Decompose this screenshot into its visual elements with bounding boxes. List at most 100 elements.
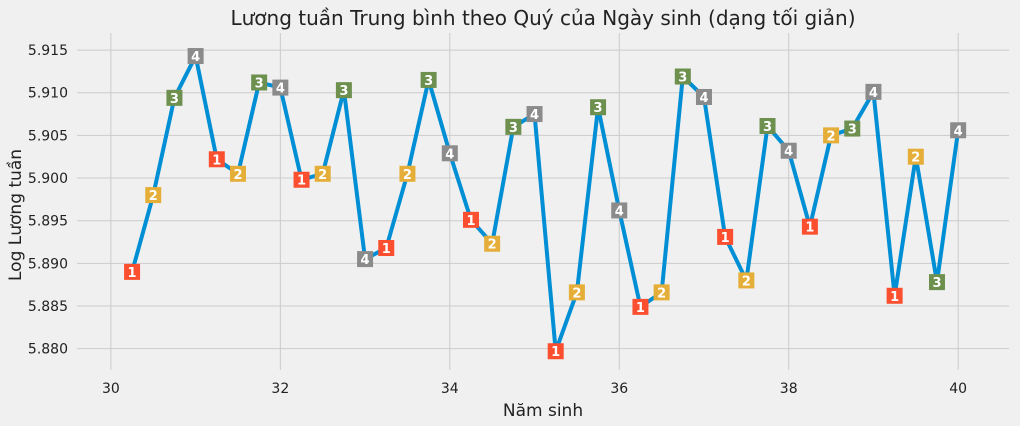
data-point-marker bbox=[653, 284, 670, 301]
data-point-q4: 4 bbox=[441, 145, 458, 162]
y-tick-label: 5.895 bbox=[28, 214, 68, 230]
data-point-q3: 3 bbox=[590, 99, 607, 116]
data-point-label: 4 bbox=[445, 147, 454, 162]
data-point-marker bbox=[293, 171, 310, 188]
data-point-label: 3 bbox=[763, 120, 772, 135]
data-point-q2: 2 bbox=[823, 127, 840, 144]
x-tick-label: 30 bbox=[102, 381, 120, 397]
data-point-label: 4 bbox=[699, 91, 708, 106]
data-point-label: 2 bbox=[742, 274, 751, 289]
data-point-q3: 3 bbox=[166, 89, 183, 107]
data-point-label: 1 bbox=[297, 174, 306, 189]
data-point-label: 2 bbox=[572, 286, 581, 301]
data-point-q1: 1 bbox=[632, 298, 649, 316]
data-point-q2: 2 bbox=[653, 284, 670, 301]
data-point-q3: 3 bbox=[335, 82, 352, 99]
data-point-q2: 2 bbox=[229, 165, 246, 183]
data-point-label: 3 bbox=[678, 71, 687, 86]
data-point-marker bbox=[738, 272, 755, 289]
data-point-marker bbox=[928, 274, 945, 291]
data-point-q3: 3 bbox=[251, 74, 268, 91]
data-point-label: 3 bbox=[170, 92, 179, 107]
data-point-label: 4 bbox=[784, 145, 793, 160]
data-point-marker bbox=[441, 145, 458, 162]
data-point-label: 1 bbox=[551, 345, 560, 360]
data-point-label: 1 bbox=[636, 301, 645, 316]
data-point-marker bbox=[272, 79, 289, 96]
data-point-marker bbox=[145, 187, 162, 204]
data-point-marker bbox=[208, 151, 225, 168]
data-point-marker bbox=[251, 74, 268, 91]
data-point-marker bbox=[823, 127, 840, 144]
data-point-marker bbox=[695, 88, 712, 105]
data-point-marker bbox=[187, 48, 204, 65]
y-tick-label: 5.905 bbox=[28, 128, 68, 144]
data-point-marker bbox=[568, 284, 585, 301]
x-tick-label: 40 bbox=[949, 381, 967, 397]
data-point-q2: 2 bbox=[314, 165, 331, 183]
data-point-q2: 2 bbox=[484, 235, 501, 253]
x-tick-label: 38 bbox=[780, 381, 798, 397]
data-point-label: 1 bbox=[466, 214, 475, 229]
data-point-q4: 4 bbox=[950, 122, 967, 139]
data-point-q2: 2 bbox=[738, 272, 755, 289]
data-point-label: 2 bbox=[488, 238, 497, 253]
data-point-label: 3 bbox=[594, 101, 603, 116]
y-axis-label: Log Lương tuần bbox=[5, 149, 26, 281]
data-point-marker bbox=[505, 118, 522, 135]
data-point-marker bbox=[759, 117, 776, 134]
data-point-q4: 4 bbox=[611, 202, 628, 219]
data-point-marker bbox=[314, 165, 331, 182]
data-point-label: 1 bbox=[382, 242, 391, 257]
data-point-label: 2 bbox=[149, 189, 158, 204]
data-point-label: 2 bbox=[911, 151, 920, 166]
data-point-label: 1 bbox=[128, 266, 137, 281]
data-point-q3: 3 bbox=[844, 120, 861, 138]
data-point-q3: 3 bbox=[505, 118, 522, 136]
data-point-marker bbox=[950, 122, 967, 139]
data-point-marker bbox=[590, 99, 607, 116]
data-point-marker bbox=[526, 106, 543, 123]
data-point-label: 2 bbox=[657, 286, 666, 301]
data-point-q1: 1 bbox=[378, 239, 395, 257]
data-point-marker bbox=[357, 251, 374, 268]
data-point-label: 2 bbox=[233, 168, 242, 183]
data-point-marker bbox=[335, 82, 352, 99]
data-point-marker bbox=[611, 202, 628, 219]
series-line bbox=[130, 54, 961, 354]
data-point-label: 3 bbox=[932, 276, 941, 291]
data-point-marker bbox=[399, 165, 416, 182]
data-point-marker bbox=[378, 239, 395, 256]
data-point-marker bbox=[886, 287, 903, 304]
x-tick-label: 32 bbox=[271, 381, 289, 397]
data-point-marker bbox=[632, 298, 649, 315]
data-point-label: 1 bbox=[805, 221, 814, 236]
data-point-q2: 2 bbox=[399, 165, 416, 183]
data-point-marker bbox=[844, 120, 861, 137]
chart-title: Lương tuần Trung bình theo Quý của Ngày … bbox=[230, 6, 855, 30]
data-point-label: 3 bbox=[424, 74, 433, 89]
y-tick-label: 5.880 bbox=[28, 342, 68, 358]
data-point-label: 1 bbox=[212, 153, 221, 168]
data-point-marker bbox=[420, 71, 437, 88]
x-tick-labels: 30 32 34 36 38 40 bbox=[102, 381, 967, 397]
data-point-marker bbox=[484, 235, 501, 252]
data-point-label: 4 bbox=[191, 50, 200, 65]
data-point-q1: 1 bbox=[801, 218, 818, 236]
y-tick-label: 5.885 bbox=[28, 299, 68, 315]
data-point-marker bbox=[124, 263, 141, 280]
data-point-label: 4 bbox=[276, 82, 285, 97]
data-point-marker bbox=[547, 343, 564, 360]
data-point-label: 3 bbox=[255, 76, 264, 91]
data-point-marker bbox=[229, 165, 246, 182]
data-point-q4: 4 bbox=[187, 48, 204, 65]
data-point-q4: 4 bbox=[695, 88, 712, 106]
data-point-q2: 2 bbox=[568, 284, 585, 301]
data-point-label: 3 bbox=[509, 121, 518, 136]
data-point-marker bbox=[674, 68, 691, 85]
y-tick-label: 5.890 bbox=[28, 256, 68, 272]
data-point-marker bbox=[865, 83, 882, 100]
data-point-q4: 4 bbox=[272, 79, 289, 97]
data-point-label: 4 bbox=[361, 253, 370, 268]
